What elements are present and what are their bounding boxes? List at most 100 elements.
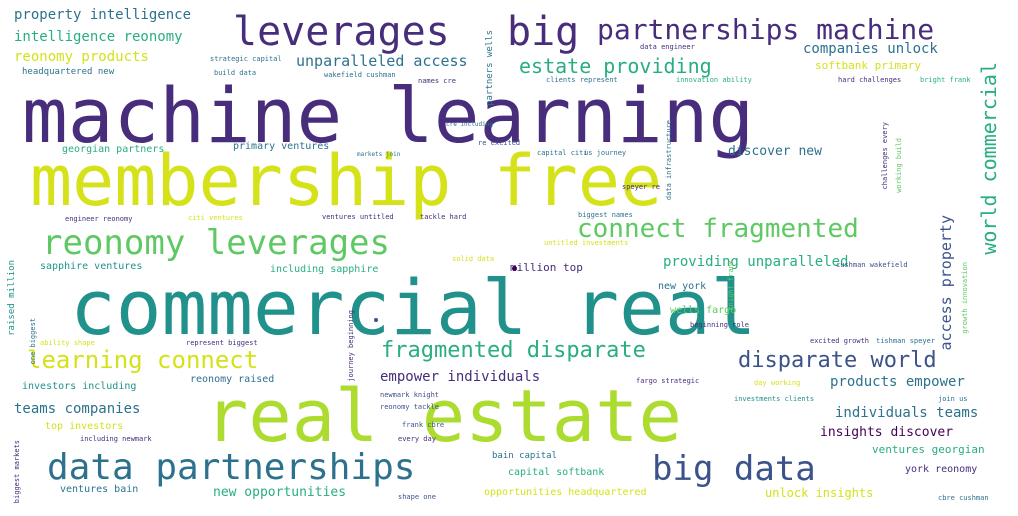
cloud-word: raised million	[7, 260, 17, 336]
cloud-word: cushman wakefield	[836, 261, 908, 269]
cloud-word: membership free	[30, 140, 663, 222]
cloud-word: ventures bain	[60, 484, 139, 495]
cloud-word: wells fargo	[670, 305, 737, 316]
cloud-word: ventures georgian	[872, 443, 985, 456]
cloud-word: connect fragmented	[577, 214, 859, 244]
cloud-word: real estate	[205, 374, 682, 458]
cloud-word: markets join	[357, 151, 401, 158]
cloud-word: reonomy raised	[190, 374, 275, 385]
cloud-word: bright frank	[920, 76, 971, 84]
cloud-word: innovation ability	[676, 76, 752, 84]
cloud-word: build data	[214, 69, 257, 77]
cloud-word: products empower	[830, 374, 965, 390]
cloud-word: georgian partners	[62, 144, 165, 155]
cloud-word: providing unparalleled	[663, 254, 849, 270]
cloud-word: companies unlock	[803, 41, 938, 57]
cloud-word: reonomy leverages	[42, 223, 390, 263]
cloud-word: speyer re	[622, 183, 660, 191]
cloud-word: data infrastructure	[665, 120, 673, 201]
cloud-word: headquartered new	[22, 67, 115, 77]
cloud-word: strategic capital	[210, 55, 282, 63]
cloud-word: wakefield cushman	[324, 71, 396, 79]
cloud-word: unlock insights	[765, 486, 874, 500]
cloud-word: capital softbank	[508, 467, 605, 478]
cloud-word: frank cbre	[402, 421, 445, 429]
cloud-word: reonomy products	[14, 49, 149, 65]
cloud-word: fargo strategic	[636, 377, 700, 385]
cloud-word: empower individuals	[380, 369, 541, 385]
cloud-word: big data	[652, 449, 816, 489]
cloud-word: data engineer	[640, 43, 695, 51]
cloud-word: insights discover	[820, 425, 954, 440]
cloud-word: excited growth	[810, 337, 870, 345]
cloud-word: data partnerships	[47, 447, 416, 488]
cloud-word: represent biggest	[186, 339, 258, 347]
cloud-word: tishman speyer	[876, 337, 936, 345]
cloud-word: investments clients	[734, 395, 815, 403]
cloud-word: disparate world	[738, 348, 937, 373]
cloud-word: top investors	[45, 421, 124, 432]
cloud-word: engineer reonomy	[65, 215, 133, 223]
cloud-word: challenges every	[881, 122, 889, 190]
cloud-word: re excited	[478, 139, 521, 147]
cloud-word: newmark knight	[380, 391, 440, 399]
cloud-word: us journey	[584, 149, 627, 157]
cloud-word: softbank primary	[815, 59, 921, 72]
cloud-word: join us	[938, 395, 968, 403]
cloud-word: fragmented disparate	[381, 338, 646, 363]
cloud-word: intelligence reonomy	[14, 29, 183, 45]
cloud-word: estate providing	[519, 54, 712, 78]
cloud-word: beginning role	[690, 321, 750, 329]
cloud-word: one biggest	[29, 318, 37, 365]
cloud-word: property intelligence	[14, 7, 192, 23]
cloud-word: investors including	[22, 381, 137, 392]
cloud-word: new opportunities	[213, 485, 347, 500]
cloud-word: hard challenges	[838, 76, 902, 84]
cloud-word: names cre	[418, 77, 456, 85]
cloud-word: opportunities headquartered	[484, 487, 647, 498]
cloud-word: new york	[658, 281, 707, 292]
cloud-word: including sapphire	[270, 264, 379, 275]
cloud-word: day working	[754, 379, 801, 387]
cloud-word: untitled investments	[544, 239, 629, 247]
cloud-word: growth innovation	[961, 262, 969, 334]
cloud-word: knight frank	[727, 260, 735, 311]
cloud-word: primary ventures	[233, 141, 330, 152]
cloud-word: shape one	[398, 493, 436, 501]
cloud-word: solid data	[452, 255, 495, 263]
cloud-word: including newmark	[80, 435, 152, 443]
cloud-word: reonomy tackle	[380, 403, 440, 411]
cloud-word: working build	[895, 138, 903, 193]
cloud-word: bain capital	[492, 451, 558, 461]
cloud-word: access property	[937, 215, 955, 351]
cloud-word: cre including	[446, 121, 493, 128]
cloud-word: journey beginning	[347, 310, 355, 382]
cloud-word: clients represent	[546, 76, 618, 84]
cloud-word: commercial real	[70, 263, 757, 352]
cloud-word: biggest names	[578, 211, 633, 219]
cloud-word: partnerships machine	[597, 13, 935, 46]
cloud-word: million top	[510, 261, 583, 274]
cloud-word: learning connect	[27, 346, 259, 374]
cloud-word: individuals teams	[835, 405, 979, 421]
cloud-word: ventures untitled	[322, 213, 394, 221]
cloud-word: machine learning	[22, 71, 755, 160]
cloud-word: biggest markets	[13, 440, 21, 504]
cloud-word: big	[507, 9, 580, 55]
cloud-word: leverages	[233, 9, 450, 55]
dot	[512, 266, 517, 271]
cloud-word: discover new	[728, 144, 822, 159]
cloud-word: teams companies	[14, 401, 141, 417]
cloud-word: citi ventures	[188, 214, 243, 222]
cloud-word: capital citi	[537, 149, 588, 157]
cloud-word: partners wells	[485, 30, 495, 106]
cloud-word: tackle hard	[420, 213, 467, 221]
cloud-word: sapphire ventures	[40, 261, 143, 272]
cloud-word: every day	[398, 435, 436, 443]
cloud-word: unparalleled access	[296, 52, 468, 70]
cloud-word: cbre cushman	[938, 494, 989, 502]
cloud-word: york reonomy	[905, 464, 978, 475]
cloud-word: ability shape	[40, 339, 95, 347]
cloud-word: world commercial	[977, 62, 1001, 255]
